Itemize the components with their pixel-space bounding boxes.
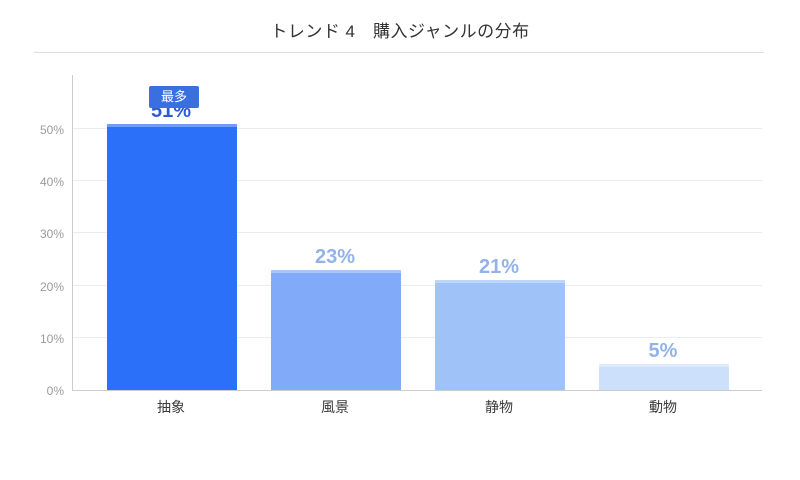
ytick-label-30: 30% xyxy=(39,227,64,242)
gridline-30 xyxy=(73,232,762,234)
chart-title: トレンド 4 購入ジャンルの分布 xyxy=(270,22,530,41)
gridline-10 xyxy=(73,336,762,338)
category-label-風景: 風景 xyxy=(321,399,349,415)
plot-area xyxy=(72,75,762,391)
value-label-動物: 5% xyxy=(648,339,678,362)
ytick-label-10: 10% xyxy=(39,331,64,346)
ytick-label-50: 50% xyxy=(39,123,64,137)
ytick-label-40: 40% xyxy=(39,175,64,190)
category-label-静物: 静物 xyxy=(485,399,513,415)
category-label-動物: 動物 xyxy=(649,399,677,415)
max-badge: 最多 xyxy=(149,86,199,108)
category-label-抽象: 抽象 xyxy=(157,399,185,415)
bar-静物 xyxy=(435,280,565,390)
gridline-40 xyxy=(73,180,762,182)
value-label-風景: 23% xyxy=(314,245,356,268)
ytick-label-20: 20% xyxy=(39,279,64,294)
title-divider xyxy=(34,52,764,53)
bar-風景 xyxy=(271,269,401,390)
ytick-label-0: 0% xyxy=(46,384,64,398)
gridline-20 xyxy=(73,284,762,286)
bar-動物 xyxy=(599,363,729,390)
gridline-50 xyxy=(73,128,762,129)
bar-抽象 xyxy=(107,123,237,390)
value-label-静物: 21% xyxy=(478,256,520,279)
